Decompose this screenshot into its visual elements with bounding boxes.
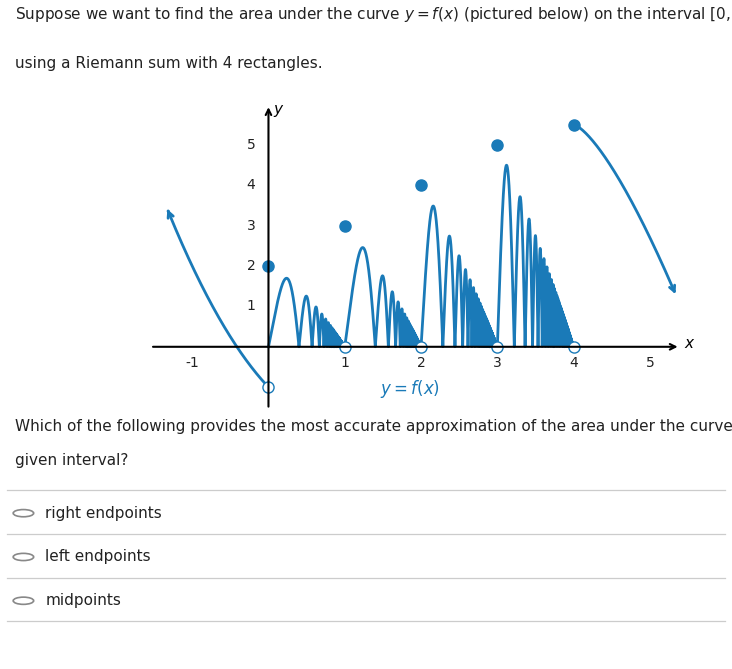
Text: 4: 4 — [569, 356, 578, 370]
Text: 2: 2 — [417, 356, 425, 370]
Text: using a Riemann sum with 4 rectangles.: using a Riemann sum with 4 rectangles. — [15, 56, 322, 72]
Text: 2: 2 — [247, 259, 255, 273]
Text: 3: 3 — [247, 219, 255, 233]
Text: midpoints: midpoints — [45, 593, 122, 608]
Text: given interval?: given interval? — [15, 453, 128, 468]
Text: Suppose we want to find the area under the curve $y = f(x)$ (pictured below) on : Suppose we want to find the area under t… — [15, 5, 732, 24]
Text: 1: 1 — [247, 300, 255, 313]
Text: 5: 5 — [247, 138, 255, 152]
Text: Which of the following provides the most accurate approximation of the area unde: Which of the following provides the most… — [15, 419, 732, 434]
Text: $y = f(x)$: $y = f(x)$ — [380, 378, 440, 400]
Text: 1: 1 — [340, 356, 349, 370]
Text: y: y — [274, 102, 283, 117]
Text: 5: 5 — [646, 356, 654, 370]
Text: right endpoints: right endpoints — [45, 506, 162, 520]
Text: 3: 3 — [493, 356, 501, 370]
Text: -1: -1 — [185, 356, 199, 370]
Text: x: x — [684, 336, 693, 351]
Text: 4: 4 — [247, 178, 255, 192]
Text: left endpoints: left endpoints — [45, 549, 151, 565]
